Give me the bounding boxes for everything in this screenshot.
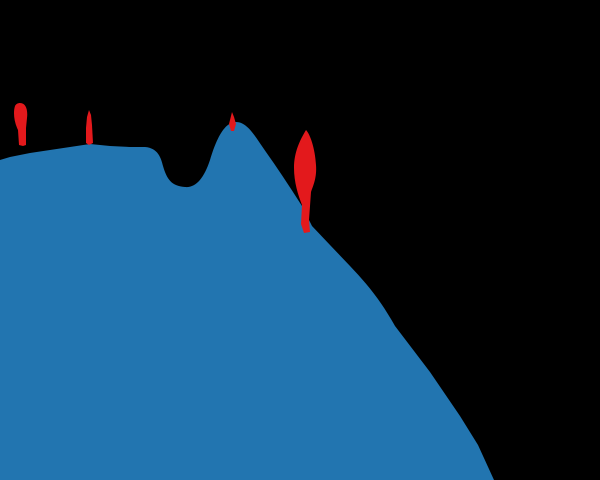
ground-region	[0, 122, 494, 480]
person-figure	[229, 112, 236, 131]
person-figure	[14, 103, 28, 146]
person-figure	[86, 110, 93, 145]
person-figure	[294, 130, 317, 233]
